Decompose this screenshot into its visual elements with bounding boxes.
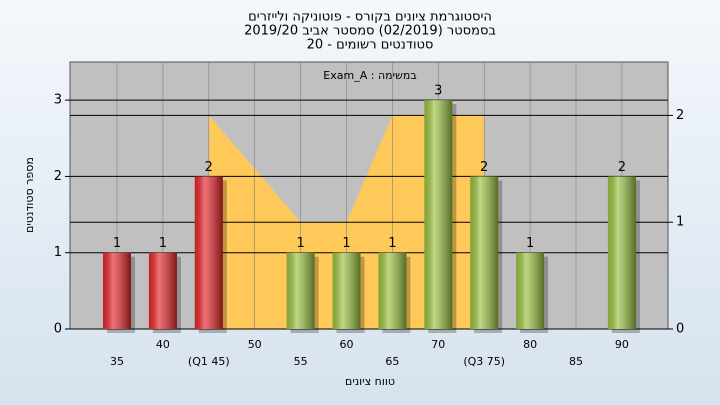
y-tick-label: 1: [54, 245, 62, 260]
x-tick-label: 85: [569, 355, 583, 368]
y2-tick-label: 2: [676, 108, 684, 123]
x-tick-label: 90: [615, 338, 629, 351]
annotation: במשימה : Exam_A: [323, 69, 416, 82]
bar-shade: [286, 252, 315, 329]
value-label: 2: [480, 160, 488, 175]
chart-subtitle: בסמסטר (02/2019) סמסטר אביב 2019/20: [244, 24, 496, 39]
bar-shade: [424, 100, 453, 330]
value-label: 3: [434, 84, 442, 99]
y2-tick-label: 1: [676, 215, 684, 230]
bar-shade: [378, 252, 407, 329]
value-label: 1: [342, 236, 350, 251]
x-axis-label: טווח ציונים: [345, 375, 395, 388]
value-label: 1: [296, 236, 304, 251]
bar-shade: [516, 252, 545, 329]
x-tick-label: 80: [523, 338, 537, 351]
bar-shade: [103, 252, 131, 329]
x-tick-label: 55: [294, 355, 308, 368]
x-tick-label: 40: [156, 338, 170, 351]
x-tick-label: 35: [110, 355, 124, 368]
x-tick-label: (Q1 45): [188, 355, 230, 368]
bar-shade: [332, 252, 361, 329]
chart-subtitle: סטודנטים רשומים - 20: [307, 38, 434, 53]
x-tick-label: (Q3 75): [463, 355, 505, 368]
y-axis-label: מספר סטודנטים: [23, 157, 36, 233]
bar-shade: [470, 176, 499, 329]
y-tick-label: 2: [54, 169, 62, 184]
value-label: 1: [388, 236, 396, 251]
x-tick-label: 70: [431, 338, 445, 351]
value-label: 1: [113, 236, 121, 251]
bar-shade: [194, 176, 223, 329]
y2-tick-label: 0: [676, 322, 684, 337]
bar-shade: [148, 252, 177, 329]
chart-title: היסטוגרמת ציונים בקורס - פוטוניקה ולייזר…: [248, 10, 492, 25]
x-tick-label: 50: [248, 338, 262, 351]
x-tick-label: 65: [385, 355, 399, 368]
value-label: 2: [618, 160, 626, 175]
y-tick-label: 3: [54, 93, 62, 108]
bar-shade: [607, 176, 636, 329]
x-tick-label: 60: [340, 338, 354, 351]
value-label: 1: [526, 236, 534, 251]
value-label: 2: [205, 160, 213, 175]
value-label: 1: [159, 236, 167, 251]
y-tick-label: 0: [54, 322, 62, 337]
